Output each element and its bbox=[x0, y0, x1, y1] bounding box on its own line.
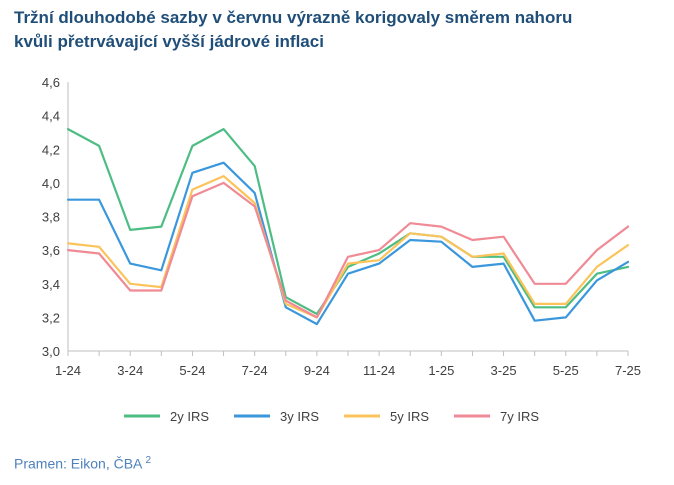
x-tick-label: 3-25 bbox=[491, 363, 517, 378]
legend-label: 5y IRS bbox=[390, 409, 429, 424]
x-tick-label: 11-24 bbox=[363, 363, 395, 378]
y-tick-label: 3,6 bbox=[42, 243, 60, 258]
series-line bbox=[66, 181, 630, 319]
y-tick-label: 4,0 bbox=[42, 176, 60, 191]
chart-series bbox=[66, 128, 630, 326]
legend-label: 2y IRS bbox=[170, 409, 209, 424]
x-tick-label: 7-24 bbox=[242, 363, 268, 378]
chart-title: Tržní dlouhodobé sazby v červnu výrazně … bbox=[14, 6, 664, 54]
y-tick-label: 3,4 bbox=[42, 277, 60, 292]
chart-legend: 2y IRS 3y IRS 5y IRS 7y IRS bbox=[124, 409, 539, 424]
series-line bbox=[66, 161, 630, 326]
chart-title-line-2: kvůli přetrvávající vyšší jádrové inflac… bbox=[14, 32, 324, 51]
y-tick-label: 4,6 bbox=[42, 75, 60, 90]
x-tick-label: 1-24 bbox=[55, 363, 81, 378]
y-tick-label: 4,4 bbox=[42, 109, 60, 124]
series-line bbox=[66, 175, 630, 319]
series-line bbox=[66, 128, 630, 316]
y-tick-label: 3,0 bbox=[42, 344, 60, 359]
x-tick-label: 3-24 bbox=[117, 363, 143, 378]
x-tick-label: 9-24 bbox=[304, 363, 330, 378]
y-tick-label: 4,2 bbox=[42, 142, 60, 157]
y-tick-label: 3,2 bbox=[42, 310, 60, 325]
x-tick-label: 5-24 bbox=[179, 363, 205, 378]
x-tick-label: 7-25 bbox=[615, 363, 641, 378]
source-note: Pramen: Eikon, ČBA 2 bbox=[14, 455, 151, 472]
source-text: Pramen: Eikon, ČBA bbox=[14, 455, 142, 472]
x-tick-label: 1-25 bbox=[428, 363, 454, 378]
x-tick-label: 5-25 bbox=[553, 363, 579, 378]
legend-label: 3y IRS bbox=[280, 409, 319, 424]
source-footnote: 2 bbox=[145, 455, 152, 466]
chart-title-line-1: Tržní dlouhodobé sazby v červnu výrazně … bbox=[14, 8, 573, 27]
chart-axes: 3,0 3,2 3,4 3,6 3,8 4,0 4,2 4,4 4,6 1-24 3-24 5-24 7… bbox=[42, 75, 641, 378]
legend-label: 7y IRS bbox=[500, 409, 539, 424]
y-tick-label: 3,8 bbox=[42, 210, 60, 225]
